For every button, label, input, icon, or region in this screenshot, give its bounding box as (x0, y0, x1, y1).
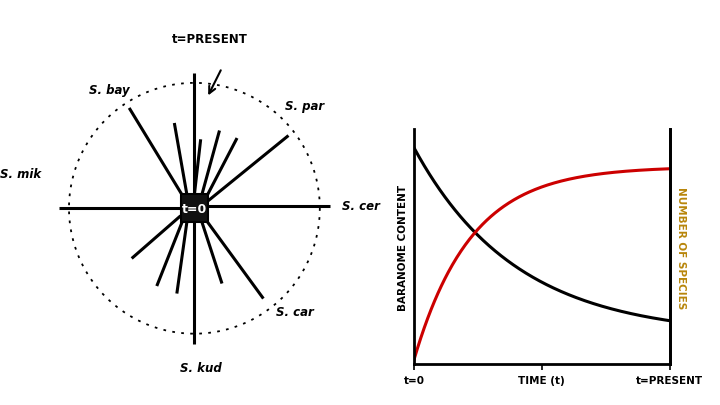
Text: S. cer: S. cer (343, 200, 380, 213)
Y-axis label: NUMBER OF SPECIES: NUMBER OF SPECIES (676, 186, 686, 308)
Text: S. car: S. car (276, 305, 314, 318)
Text: S. bay: S. bay (89, 83, 129, 96)
Text: S. kud: S. kud (180, 361, 222, 374)
Text: S. par: S. par (284, 100, 324, 113)
Text: t=0: t=0 (181, 202, 207, 215)
Text: t=PRESENT: t=PRESENT (171, 33, 248, 46)
Bar (181, 195, 208, 222)
Y-axis label: BARANOME CONTENT: BARANOME CONTENT (398, 184, 408, 310)
Text: S. mik: S. mik (0, 167, 41, 180)
